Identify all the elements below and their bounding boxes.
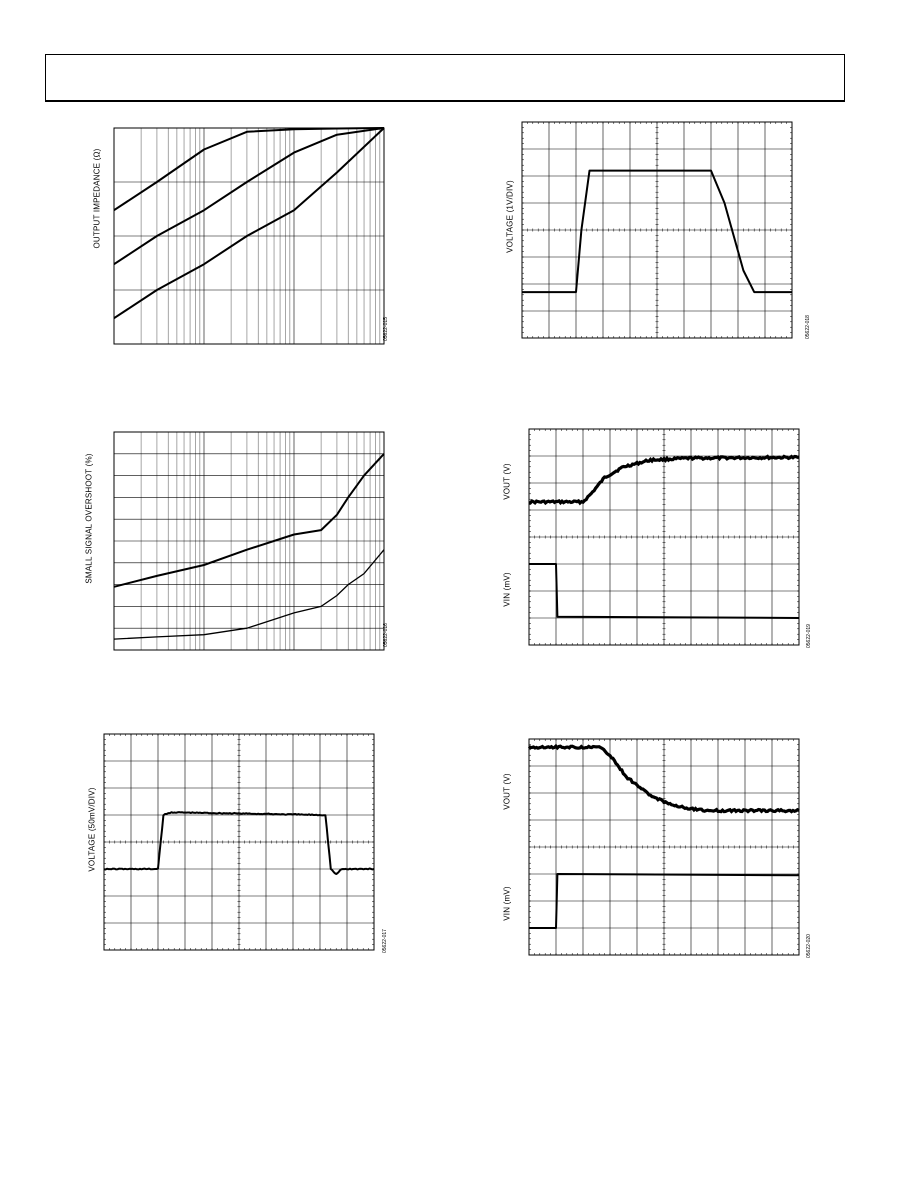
chart-large-signal-response-plot [521, 121, 793, 339]
figure-id: 05622-017 [382, 929, 388, 953]
chart-small-signal-overshoot-plot [113, 431, 385, 651]
series-line-2 [113, 549, 385, 640]
series-line-1 [113, 453, 385, 588]
figure-id: 05622-020 [806, 934, 812, 958]
chart-vout-vin-rising-plot [528, 428, 800, 646]
y-axis-label-top: VOUT (V) [502, 463, 512, 500]
series-line-3 [113, 127, 385, 320]
series-line-2 [529, 563, 800, 619]
series-line-1 [529, 454, 799, 506]
series-line-2 [113, 127, 385, 266]
y-axis-label-bottom: VIN (mV) [502, 886, 512, 921]
chart-vout-vin-falling-plot [527, 738, 800, 956]
series-line-1 [522, 169, 792, 294]
chart-large-signal-response: VOLTAGE (1V/DIV) 05622-018 [500, 118, 830, 358]
chart-small-signal-response-plot [103, 733, 375, 951]
figure-id: 05622-019 [806, 624, 812, 648]
series-line-2 [529, 873, 800, 929]
chart-output-impedance: OUTPUT IMPEDANCE (Ω) 05622-015 [78, 118, 408, 358]
figure-id: 05622-016 [383, 623, 389, 647]
y-axis-label: OUTPUT IMPEDANCE (Ω) [92, 148, 102, 249]
y-axis-label: VOLTAGE (1V/DIV) [505, 180, 515, 253]
figure-id: 05622-015 [383, 317, 389, 341]
chart-small-signal-response: VOLTAGE (50mV/DIV) 05622-017 [78, 730, 408, 970]
figure-id: 05622-018 [805, 315, 811, 339]
chart-small-signal-overshoot: SMALL SIGNAL OVERSHOOT (%) 05622-016 [78, 428, 408, 668]
chart-output-impedance-plot [113, 127, 385, 345]
series-line-1 [113, 127, 385, 212]
series-line-1 [527, 743, 800, 814]
y-axis-label: VOLTAGE (50mV/DIV) [87, 787, 97, 872]
y-axis-label-top: VOUT (V) [502, 773, 512, 810]
y-axis-label: SMALL SIGNAL OVERSHOOT (%) [84, 453, 94, 584]
chart-vout-vin-falling: VOUT (V) VIN (mV) 05622-020 [500, 735, 830, 975]
chart-vout-vin-rising: VOUT (V) VIN (mV) 05622-019 [500, 425, 830, 665]
y-axis-label-bottom: VIN (mV) [502, 572, 512, 607]
series-line-1 [103, 811, 375, 875]
page-header-box [45, 54, 845, 102]
